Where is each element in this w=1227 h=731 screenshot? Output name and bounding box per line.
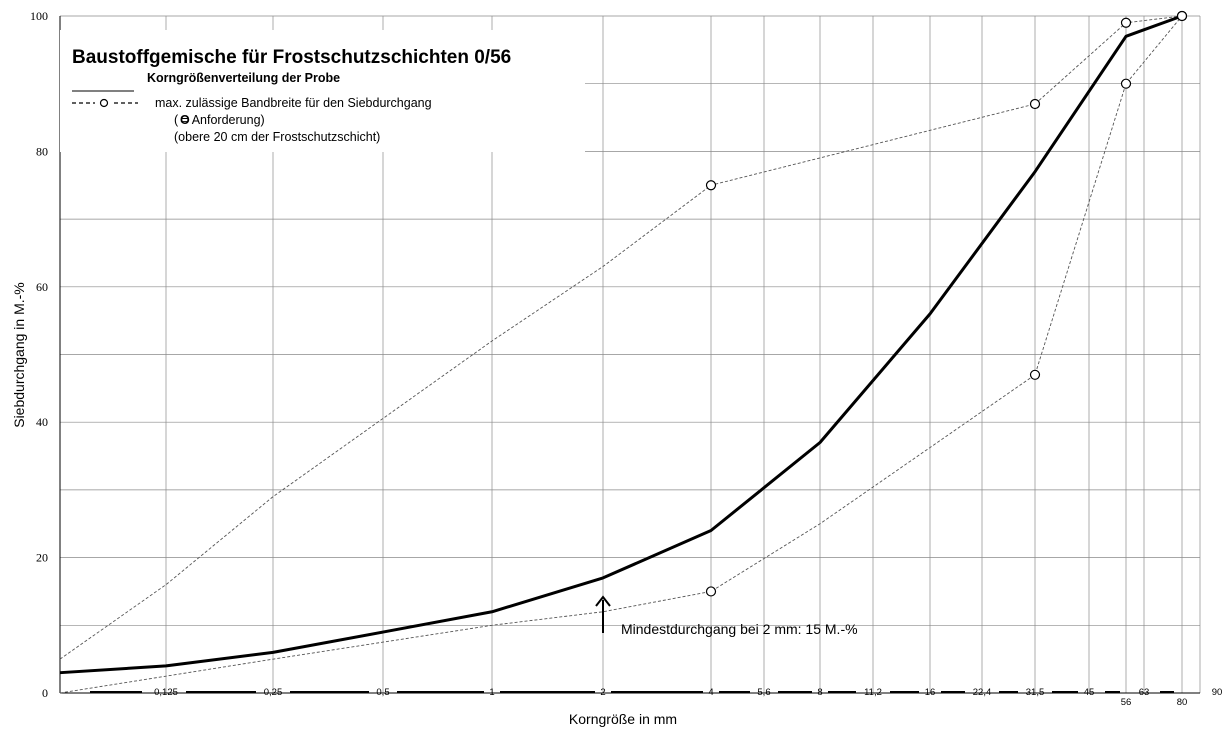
x-tick-label: 16 [925, 687, 936, 698]
y-axis-ticks: 0 20 40 60 80 100 [30, 9, 48, 700]
x-axis-label: Korngröße in mm [569, 711, 677, 727]
legend-sample-label: Korngrößenverteilung der Probe [147, 71, 340, 85]
requirement-marker [1120, 17, 1132, 28]
requirement-marker [1176, 10, 1188, 22]
legend-band-label: max. zulässige Bandbreite für den Siebdu… [155, 96, 432, 110]
x-tick-label: 22,4 [973, 687, 992, 698]
legend-requirement-o: O [180, 113, 190, 127]
requirement-marker [1029, 369, 1041, 380]
x-tick-label: 45 [1084, 687, 1095, 698]
band-line [59, 15, 1183, 694]
y-tick-label: 20 [36, 551, 48, 565]
legend-layer-note: (obere 20 cm der Frostschutzschicht) [174, 130, 380, 144]
x-tick-label: 8 [817, 687, 822, 698]
x-tick-label: 0,5 [376, 687, 389, 698]
requirement-marker [705, 180, 717, 191]
series [59, 10, 1188, 694]
x-tick-label: 4 [708, 687, 713, 698]
y-tick-label: 60 [36, 280, 48, 294]
y-tick-label: 100 [30, 9, 48, 23]
chart-title: Baustoffgemische für Frostschutzschichte… [72, 47, 511, 68]
requirement-marker [1120, 78, 1132, 89]
x-tick-label: 0,125 [154, 687, 178, 698]
annotation-arrow-head [595, 595, 611, 607]
y-tick-label: 40 [36, 415, 48, 429]
legend-band-marker [99, 98, 109, 108]
x-tick-label: 90 [1212, 687, 1223, 698]
y-tick-label: 0 [42, 686, 48, 700]
legend-requirement-note: ( = Anforderung) [174, 113, 265, 127]
x-tick-label: 0,25 [264, 687, 283, 698]
y-axis-label: Siebdurchgang in M.-% [11, 282, 27, 428]
x-tick-label: 2 [600, 687, 605, 698]
x-tick-label: 63 [1139, 687, 1150, 698]
x-tick-label: 80 [1177, 697, 1188, 708]
x-tick-label: 5,6 [757, 687, 770, 698]
requirement-marker [705, 586, 717, 597]
x-tick-label: 11,2 [864, 687, 882, 698]
x-tick-label: 56 [1121, 697, 1132, 708]
annotation: Mindestdurchgang bei 2 mm: 15 M.-% [595, 595, 858, 637]
x-tick-label: 31,5 [1026, 687, 1045, 698]
x-axis-ticks: 0,125 0,25 0,5 1 2 4 5,6 8 11,2 16 22,4 31,5 45 56 63 8… [90, 687, 1222, 708]
requirement-marker [1029, 98, 1041, 110]
band-line [59, 15, 1183, 660]
annotation-text: Mindestdurchgang bei 2 mm: 15 M.-% [621, 621, 858, 637]
legend-background [60, 30, 585, 152]
y-tick-label: 80 [36, 144, 48, 158]
sample-curve-line [59, 14, 1183, 675]
x-tick-label: 1 [489, 687, 494, 698]
legend: Baustoffgemische für Frostschutzschichte… [60, 30, 585, 152]
